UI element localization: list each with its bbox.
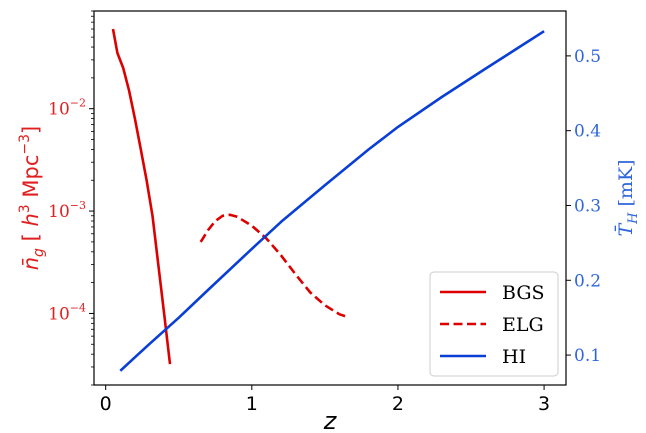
y-left-tick-label: 10−3 bbox=[48, 199, 86, 222]
plot-frame-layer bbox=[93, 10, 567, 386]
y-right-tick-label: 0.4 bbox=[574, 122, 601, 142]
x-axis-label: z bbox=[323, 407, 338, 433]
y-right-axis-label: T̄H [mK] bbox=[614, 159, 641, 236]
legend-label-bgs: BGS bbox=[502, 282, 545, 304]
x-tick-label: 1 bbox=[246, 393, 258, 415]
x-tick-label: 3 bbox=[538, 393, 550, 415]
legend-label-elg: ELG bbox=[502, 314, 544, 336]
series-line-hi bbox=[119, 30, 545, 372]
plot-frame bbox=[93, 10, 567, 386]
series-line-elg bbox=[199, 213, 348, 318]
axes-layer: 0 1 2 3 z 10−4 10−3 10−2n̄g [ h3 Mpc−3] 0.1 0.2 0.… bbox=[17, 10, 641, 433]
series-line-bgs bbox=[111, 28, 172, 365]
y-right-tick-label: 0.1 bbox=[574, 346, 601, 366]
legend: BGS ELG HI bbox=[429, 271, 559, 377]
x-tick-label: 0 bbox=[100, 393, 112, 415]
y-left-tick-label: 10−2 bbox=[48, 97, 86, 120]
y-left-tick-label: 10−4 bbox=[48, 301, 86, 324]
y-left-axis-label: n̄g [ h3 Mpc−3] bbox=[17, 126, 47, 271]
legend-box bbox=[429, 271, 559, 377]
series-layer bbox=[111, 28, 545, 372]
legend-label-hi: HI bbox=[502, 346, 526, 368]
y-right-tick-label: 0.5 bbox=[574, 47, 601, 67]
y-right-tick-label: 0.2 bbox=[574, 271, 601, 291]
x-tick-label: 2 bbox=[392, 393, 404, 415]
y-right-tick-label: 0.3 bbox=[574, 196, 601, 216]
